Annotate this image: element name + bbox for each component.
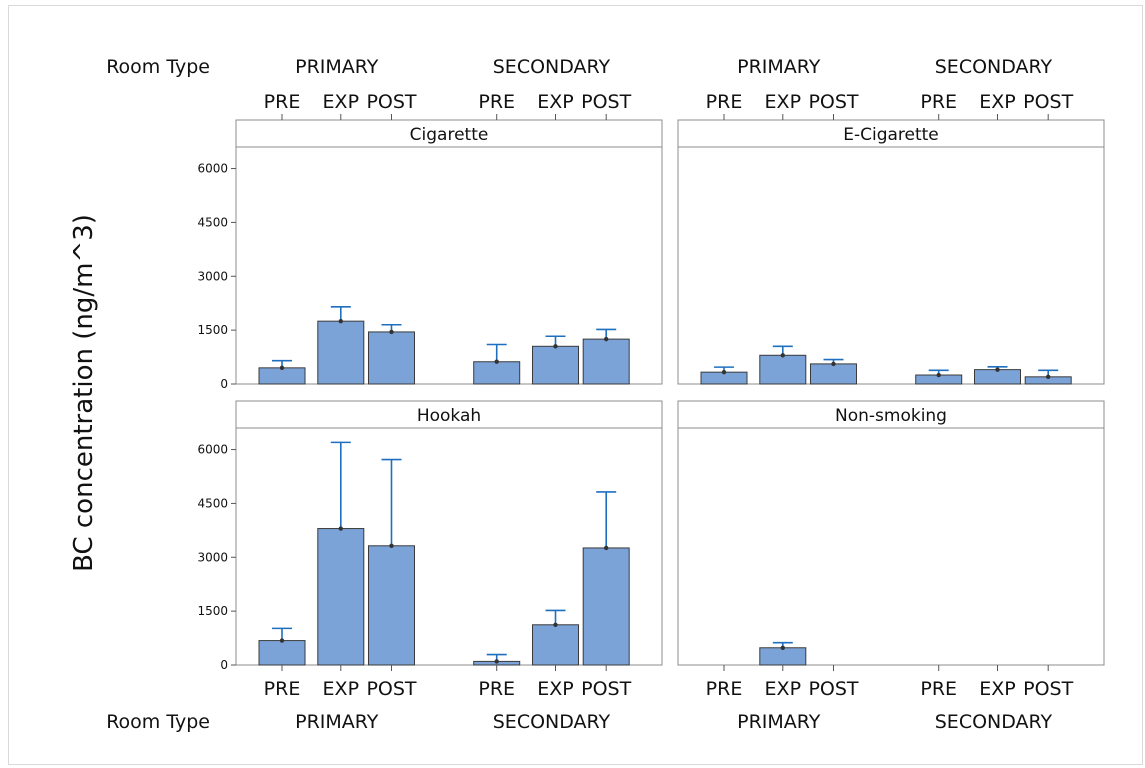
panel-title-e-cigarette: E-Cigarette bbox=[843, 125, 939, 145]
group-label-bottom: SECONDARY bbox=[935, 711, 1053, 733]
bar-cigarette-primary-post bbox=[367, 331, 415, 385]
y-tick-label: 4500 bbox=[197, 496, 228, 510]
bar-hookah-secondary-exp bbox=[532, 624, 579, 666]
bar-e-cigarette-primary-exp bbox=[759, 354, 807, 385]
y-tick-label: 3000 bbox=[197, 269, 228, 283]
mean-marker bbox=[338, 318, 343, 324]
mean-marker bbox=[603, 336, 609, 342]
y-tick-label: 3000 bbox=[197, 550, 228, 564]
bar-hookah-secondary-post bbox=[582, 547, 630, 666]
x-tick-label-bottom: PRE bbox=[478, 678, 515, 700]
x-tick-label-bottom: PRE bbox=[706, 678, 743, 700]
x-tick-label-bottom: POST bbox=[366, 678, 416, 700]
x-tick-label-top: EXP bbox=[537, 91, 573, 113]
y-tick-label: 4500 bbox=[197, 215, 228, 229]
x-tick-label-bottom: PRE bbox=[264, 678, 301, 700]
panel-strip-non-smoking bbox=[677, 400, 1105, 429]
mean-marker bbox=[780, 645, 785, 650]
group-label-top: PRIMARY bbox=[295, 56, 379, 78]
bar-cigarette-secondary-exp bbox=[532, 345, 579, 385]
x-axis-title-bottom: Room Type bbox=[106, 711, 210, 733]
bar-cigarette-secondary-post bbox=[582, 338, 630, 385]
y-tick-label: 0 bbox=[220, 377, 228, 391]
panel-strip-hookah bbox=[235, 400, 663, 429]
mean-marker bbox=[721, 369, 727, 375]
x-tick-label-bottom: EXP bbox=[323, 678, 359, 700]
mean-marker bbox=[553, 622, 558, 627]
group-label-top: SECONDARY bbox=[935, 56, 1053, 78]
x-tick-label-top: PRE bbox=[920, 91, 957, 113]
bar-hookah-primary-pre bbox=[258, 640, 306, 666]
panel-frame-e-cigarette bbox=[677, 146, 1105, 385]
mean-marker bbox=[1045, 374, 1051, 380]
panel-title-cigarette: Cigarette bbox=[410, 125, 489, 145]
x-tick-label-top: PRE bbox=[478, 91, 515, 113]
y-axis-label: BC concentration (ng/m^3) bbox=[69, 214, 99, 572]
group-label-bottom: PRIMARY bbox=[295, 711, 379, 733]
group-label-top: SECONDARY bbox=[493, 56, 611, 78]
mean-marker bbox=[603, 545, 609, 551]
group-label-bottom: PRIMARY bbox=[737, 711, 821, 733]
y-tick-label: 6000 bbox=[197, 443, 228, 457]
y-tick-label: 1500 bbox=[197, 323, 228, 337]
group-label-top: PRIMARY bbox=[737, 56, 821, 78]
x-tick-label-bottom: PRE bbox=[920, 678, 957, 700]
x-tick-label-top: POST bbox=[581, 91, 631, 113]
bar-cigarette-primary-pre bbox=[258, 367, 306, 385]
x-tick-label-bottom: POST bbox=[808, 678, 858, 700]
mean-marker bbox=[389, 329, 394, 335]
x-tick-label-top: EXP bbox=[979, 91, 1015, 113]
y-tick-label: 1500 bbox=[197, 604, 228, 618]
mean-marker bbox=[338, 526, 343, 531]
mean-marker bbox=[389, 543, 394, 548]
x-tick-label-top: PRE bbox=[706, 91, 743, 113]
x-tick-label-top: POST bbox=[366, 91, 416, 113]
panel-strip-e-cigarette bbox=[677, 119, 1105, 148]
x-tick-label-bottom: POST bbox=[581, 678, 631, 700]
group-label-bottom: SECONDARY bbox=[493, 711, 611, 733]
x-tick-label-bottom: EXP bbox=[979, 678, 1015, 700]
x-tick-label-top: EXP bbox=[323, 91, 359, 113]
panel-frame-non-smoking bbox=[677, 427, 1105, 666]
x-tick-label-bottom: EXP bbox=[537, 678, 573, 700]
mean-marker bbox=[831, 361, 836, 367]
mean-marker bbox=[995, 367, 1000, 372]
bar-hookah-primary-exp bbox=[317, 528, 365, 666]
mean-marker bbox=[494, 659, 499, 664]
bar-non-smoking-primary-exp bbox=[759, 647, 807, 666]
panel-title-hookah: Hookah bbox=[417, 406, 481, 426]
bar-cigarette-secondary-pre bbox=[473, 361, 521, 385]
mean-marker bbox=[553, 344, 558, 349]
x-tick-label-top: EXP bbox=[765, 91, 801, 113]
chart-frame bbox=[8, 5, 1143, 765]
mean-marker bbox=[494, 359, 499, 364]
x-tick-label-top: PRE bbox=[264, 91, 301, 113]
mean-marker bbox=[936, 372, 941, 378]
x-tick-label-bottom: POST bbox=[1023, 678, 1073, 700]
bar-cigarette-primary-exp bbox=[317, 320, 365, 385]
bar-hookah-primary-post bbox=[367, 545, 415, 666]
y-tick-label: 0 bbox=[220, 658, 228, 672]
bar-e-cigarette-primary-post bbox=[809, 363, 857, 385]
x-tick-label-top: POST bbox=[1023, 91, 1073, 113]
mean-marker bbox=[780, 353, 785, 358]
y-tick-label: 6000 bbox=[197, 162, 228, 176]
x-tick-label-bottom: EXP bbox=[765, 678, 801, 700]
panel-title-non-smoking: Non-smoking bbox=[835, 406, 947, 426]
x-tick-label-top: POST bbox=[808, 91, 858, 113]
mean-marker bbox=[279, 638, 285, 643]
x-axis-title-top: Room Type bbox=[106, 56, 210, 78]
mean-marker bbox=[279, 365, 285, 371]
